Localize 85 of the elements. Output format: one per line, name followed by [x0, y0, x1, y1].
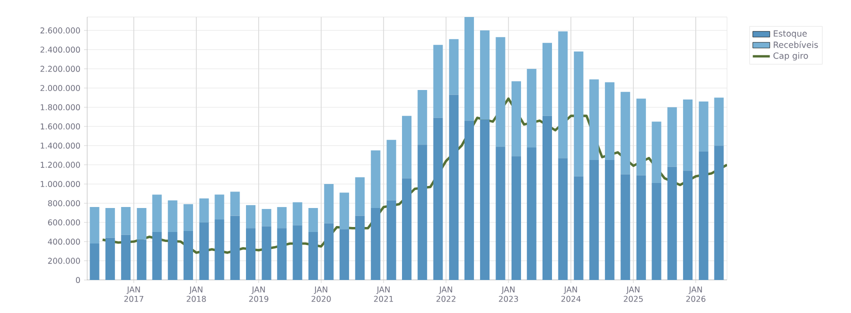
bar — [308, 208, 318, 232]
bar — [683, 100, 693, 171]
bar — [121, 207, 131, 235]
bar — [574, 176, 584, 280]
bar — [324, 223, 334, 280]
bar — [683, 170, 693, 280]
bar — [105, 208, 115, 238]
legend-label: Recebíveis — [774, 41, 818, 48]
bar — [418, 144, 428, 280]
bar — [105, 238, 115, 280]
bar — [152, 232, 162, 280]
bar — [355, 216, 365, 280]
bar — [121, 234, 131, 280]
bar — [512, 156, 522, 280]
bar — [214, 220, 224, 280]
bar — [574, 52, 584, 176]
bar — [184, 231, 194, 280]
bar — [262, 208, 272, 226]
bar — [698, 151, 708, 280]
bar — [464, 120, 474, 280]
bar — [136, 240, 146, 280]
bar — [604, 82, 614, 160]
bar — [636, 175, 646, 280]
bar — [340, 229, 350, 280]
bar — [512, 81, 522, 156]
bar — [386, 140, 396, 200]
bar — [589, 79, 599, 160]
bar — [526, 68, 536, 148]
bar — [464, 16, 474, 121]
bar — [698, 101, 708, 152]
bar — [199, 222, 209, 280]
bar — [90, 244, 100, 280]
bar — [246, 228, 256, 280]
bar — [480, 30, 490, 120]
bar — [433, 118, 443, 280]
bar — [246, 205, 256, 228]
bar — [324, 184, 334, 224]
bar — [449, 94, 459, 280]
bar — [292, 225, 302, 280]
bar — [168, 200, 178, 232]
bar — [418, 90, 428, 145]
legend-label: Estoque — [774, 30, 807, 38]
bar — [449, 39, 459, 95]
bar — [589, 160, 599, 280]
bar — [480, 120, 490, 280]
bar — [277, 228, 287, 280]
bar — [542, 116, 552, 280]
bar — [152, 194, 162, 232]
bar — [370, 150, 380, 208]
legend-label: Cap giro — [773, 52, 808, 60]
bar — [714, 146, 724, 280]
bar — [386, 200, 396, 280]
bar — [355, 177, 365, 216]
bar — [620, 174, 630, 280]
bar — [340, 192, 350, 230]
bar — [292, 202, 302, 226]
bar — [230, 216, 240, 280]
bar — [558, 31, 568, 158]
bar — [604, 160, 614, 280]
bar — [652, 183, 662, 280]
bar — [558, 158, 568, 280]
bar — [526, 148, 536, 280]
bar — [433, 44, 443, 118]
bar — [262, 226, 272, 280]
bar — [136, 208, 146, 240]
bar — [636, 98, 646, 176]
bar — [230, 192, 240, 216]
bar — [620, 92, 630, 174]
bar — [667, 166, 677, 280]
bar — [199, 198, 209, 222]
bar — [402, 116, 412, 178]
bar — [277, 207, 287, 228]
bar — [496, 146, 506, 280]
bar — [667, 107, 677, 167]
bar — [370, 208, 380, 280]
bar — [308, 232, 318, 280]
bar — [214, 194, 224, 220]
bar — [168, 232, 178, 280]
bar — [496, 37, 506, 147]
bar — [402, 178, 412, 280]
bar — [90, 207, 100, 244]
bar — [714, 98, 724, 146]
bar — [184, 204, 194, 232]
bar — [542, 42, 552, 116]
bar — [652, 122, 662, 184]
